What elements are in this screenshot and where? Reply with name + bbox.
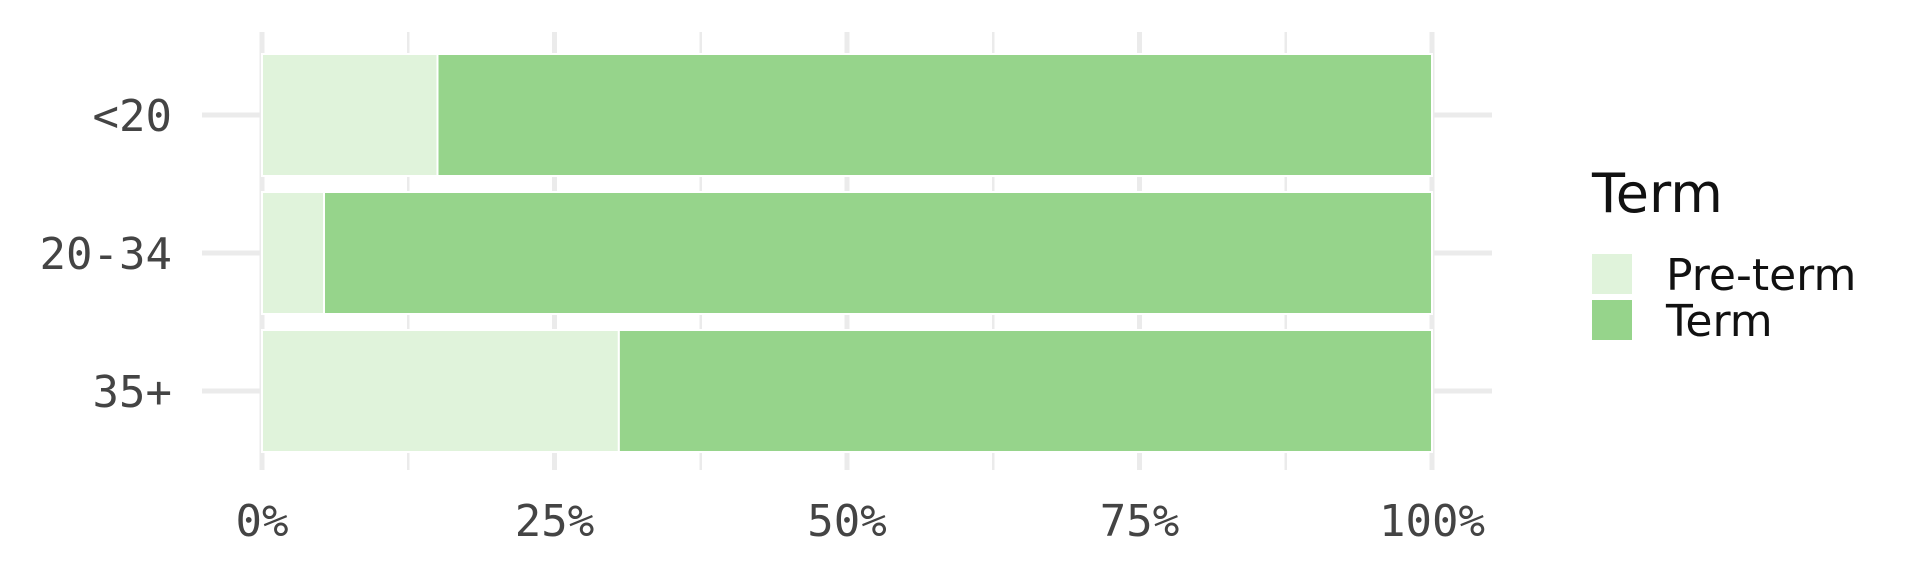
bar-term-20 bbox=[436, 53, 1433, 177]
bar-pre-term-35 bbox=[261, 329, 620, 453]
x-tick-label-1: 25% bbox=[515, 496, 594, 547]
x-axis: 0% 25% 50% 75% 100% bbox=[236, 496, 1485, 547]
bar-term-20-34 bbox=[323, 191, 1433, 315]
x-tick-label-0: 0% bbox=[236, 496, 289, 547]
x-tick-label-3: 75% bbox=[1100, 496, 1179, 547]
legend-swatch-term bbox=[1592, 300, 1632, 340]
bar-pre-term-20-34 bbox=[261, 191, 326, 315]
legend-title: Term bbox=[1591, 162, 1723, 225]
bar-term-35 bbox=[617, 329, 1433, 453]
bars-layer bbox=[261, 53, 1433, 453]
legend-label-pre-term: Pre-term bbox=[1666, 250, 1856, 301]
legend-label-term: Term bbox=[1665, 296, 1773, 347]
x-tick-label-2: 50% bbox=[807, 496, 886, 547]
bar-pre-term-20 bbox=[261, 53, 439, 177]
y-tick-label-35: 35+ bbox=[93, 367, 172, 418]
legend: Term Pre-term Term bbox=[1591, 162, 1856, 347]
y-tick-label-20-34: 20-34 bbox=[40, 229, 172, 280]
y-tick-label-20: <20 bbox=[93, 91, 172, 142]
y-axis: <20 20-34 35+ bbox=[40, 91, 172, 418]
legend-swatch-pre-term bbox=[1592, 254, 1632, 294]
x-tick-label-4: 100% bbox=[1379, 496, 1485, 547]
